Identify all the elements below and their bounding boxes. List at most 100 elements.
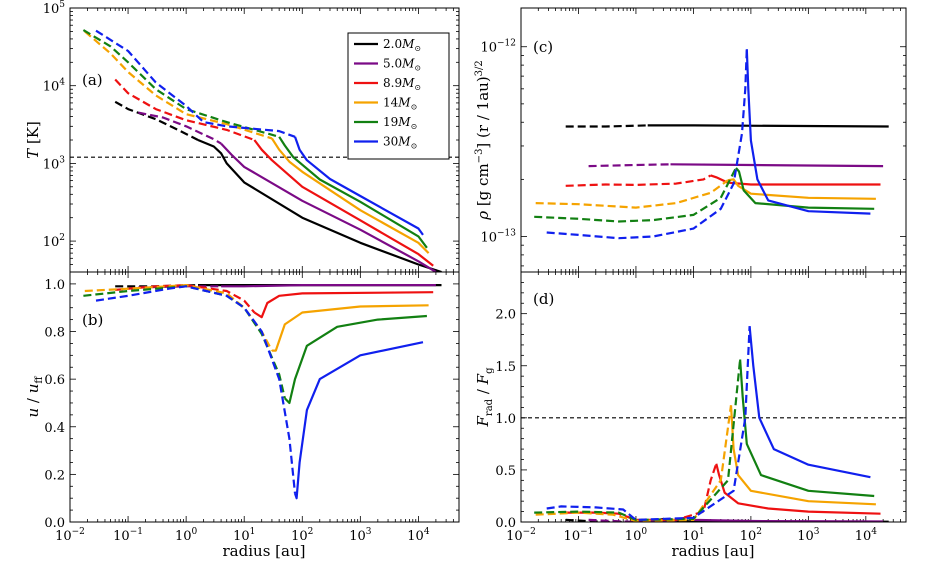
x-ticks: 10−2 10−1 100 101 102 103 104 bbox=[506, 272, 907, 544]
y-axis-label-c: ρ [g cm−3] (r / 1au)3/2 bbox=[474, 60, 492, 221]
series-line-solid bbox=[745, 49, 871, 215]
y-ticks: 10−13 10−12 bbox=[480, 39, 906, 267]
series-line-solid bbox=[735, 167, 875, 210]
y-tick-label: 0.8 bbox=[44, 326, 65, 341]
series-line-solid bbox=[220, 142, 437, 272]
series-line-solid bbox=[748, 326, 871, 479]
axes-frame bbox=[520, 7, 907, 273]
series-lines bbox=[82, 29, 442, 272]
series-line-solid bbox=[197, 138, 442, 272]
series-line-dashed bbox=[83, 285, 286, 399]
y-tick-label: 2.0 bbox=[495, 308, 516, 323]
axes-frame bbox=[520, 271, 907, 523]
series-line-dashed bbox=[565, 124, 648, 128]
series-line-solid bbox=[293, 136, 424, 236]
x-tick-label: 101 bbox=[233, 527, 255, 544]
series-lines bbox=[534, 326, 889, 522]
series-line-dashed bbox=[95, 29, 296, 138]
y-tick-label: 104 bbox=[43, 78, 66, 95]
y-tick-label: 1.0 bbox=[44, 278, 65, 293]
y-tick-label: 105 bbox=[43, 0, 66, 17]
series-line-dashed bbox=[114, 100, 199, 141]
series-line-solid bbox=[284, 314, 427, 405]
x-tick-label: 103 bbox=[797, 527, 820, 544]
x-tick-label: 103 bbox=[349, 527, 372, 544]
series-line-solid bbox=[739, 359, 875, 498]
series-line-solid bbox=[253, 291, 434, 319]
x-tick-label: 100 bbox=[175, 527, 198, 544]
y-tick-label: 10−12 bbox=[480, 39, 516, 56]
series-line-dashed bbox=[138, 111, 222, 145]
x-tick-label: 100 bbox=[625, 527, 648, 544]
y-tick-label: 102 bbox=[43, 233, 65, 250]
x-tick-label: 104 bbox=[407, 527, 430, 544]
x-tick-label: 104 bbox=[855, 527, 878, 544]
x-axis-label-b: radius [au] bbox=[223, 542, 306, 560]
x-axis-label-d: radius [au] bbox=[672, 542, 755, 560]
series-line-solid bbox=[271, 304, 429, 352]
legend-entry: 8.9M⊙ bbox=[383, 76, 421, 92]
y-tick-label: 0.0 bbox=[495, 516, 516, 531]
series-line-dashed bbox=[565, 518, 648, 522]
panel-label: (c) bbox=[533, 38, 553, 56]
y-axis-label-a: T [K] bbox=[24, 121, 42, 159]
series-line-solid bbox=[293, 341, 424, 500]
y-axis-label-b: u / uff bbox=[24, 376, 45, 418]
series-line-solid bbox=[221, 284, 436, 288]
y-tick-label: 10−13 bbox=[480, 228, 516, 245]
legend-entry: 5.0M⊙ bbox=[383, 57, 421, 73]
series-line-dashed bbox=[95, 285, 297, 494]
legend: 2.0M⊙ 5.0M⊙ 8.9M⊙ 14M⊙ 19M⊙ 30M⊙ bbox=[347, 32, 450, 160]
panel-b: 10−2 10−1 100 101 102 103 104 0.0 0.2 0.4 0.6 0.8 1.… bbox=[44, 271, 460, 544]
x-tick-label: 102 bbox=[291, 527, 313, 544]
panel-label: (b) bbox=[82, 311, 103, 329]
y-tick-label: 1.5 bbox=[495, 360, 516, 375]
panel-label: (d) bbox=[533, 290, 554, 308]
series-line-dashed bbox=[588, 518, 671, 522]
y-tick-label: 0.5 bbox=[495, 464, 516, 479]
series-line-dashed bbox=[114, 78, 255, 142]
y-tick-label: 0.2 bbox=[44, 468, 65, 483]
x-ticks bbox=[520, 8, 907, 272]
series-line-solid bbox=[670, 163, 884, 168]
series-line-dashed bbox=[84, 30, 273, 140]
series-line-dashed bbox=[115, 284, 256, 314]
x-tick-label: 10−1 bbox=[564, 527, 594, 544]
panel-d: 10−2 10−1 100 101 102 103 104 0.0 0.5 1.0 1.5 2.0 (d… bbox=[495, 271, 907, 544]
legend-entry: 30M⊙ bbox=[383, 135, 417, 151]
legend-entry: 14M⊙ bbox=[383, 96, 417, 112]
series-line-solid bbox=[715, 463, 881, 515]
series-line-dashed bbox=[82, 29, 280, 138]
series-line-dashed bbox=[535, 405, 733, 522]
x-tick-label: 101 bbox=[682, 527, 704, 544]
panel-label: (a) bbox=[82, 71, 103, 89]
legend-frame bbox=[347, 32, 450, 160]
series-line-dashed bbox=[546, 326, 751, 521]
series-line-solid bbox=[253, 139, 434, 267]
series-line-solid bbox=[647, 124, 889, 128]
series-line-solid bbox=[270, 137, 430, 254]
series-lines bbox=[83, 284, 442, 500]
x-tick-label: 10−2 bbox=[506, 527, 536, 544]
panel-c: 10−13 10−12 (c) bbox=[480, 7, 907, 273]
y-tick-label: 103 bbox=[43, 155, 66, 172]
series-line-dashed bbox=[588, 163, 671, 168]
series-line-dashed bbox=[535, 179, 729, 209]
series-line-dashed bbox=[534, 359, 742, 521]
y-tick-label: 0.6 bbox=[44, 373, 65, 388]
y-ticks: 0.0 0.2 0.4 0.6 0.8 1.0 bbox=[44, 271, 459, 531]
x-tick-label: 102 bbox=[740, 527, 762, 544]
series-line-solid bbox=[729, 405, 876, 506]
y-tick-label: 1.0 bbox=[495, 412, 516, 427]
y-ticks: 0.0 0.5 1.0 1.5 2.0 bbox=[495, 271, 906, 531]
axes-frame bbox=[69, 271, 460, 523]
series-line-solid bbox=[278, 136, 428, 249]
y-tick-label: 0.4 bbox=[44, 421, 65, 436]
series-lines bbox=[534, 49, 889, 240]
y-axis-label-d: Frad / Fg bbox=[474, 367, 495, 428]
x-ticks: 10−2 10−1 100 101 102 103 104 bbox=[55, 272, 460, 544]
legend-entry: 19M⊙ bbox=[383, 115, 417, 131]
series-line-dashed bbox=[84, 284, 273, 352]
x-tick-label: 10−1 bbox=[113, 527, 143, 544]
